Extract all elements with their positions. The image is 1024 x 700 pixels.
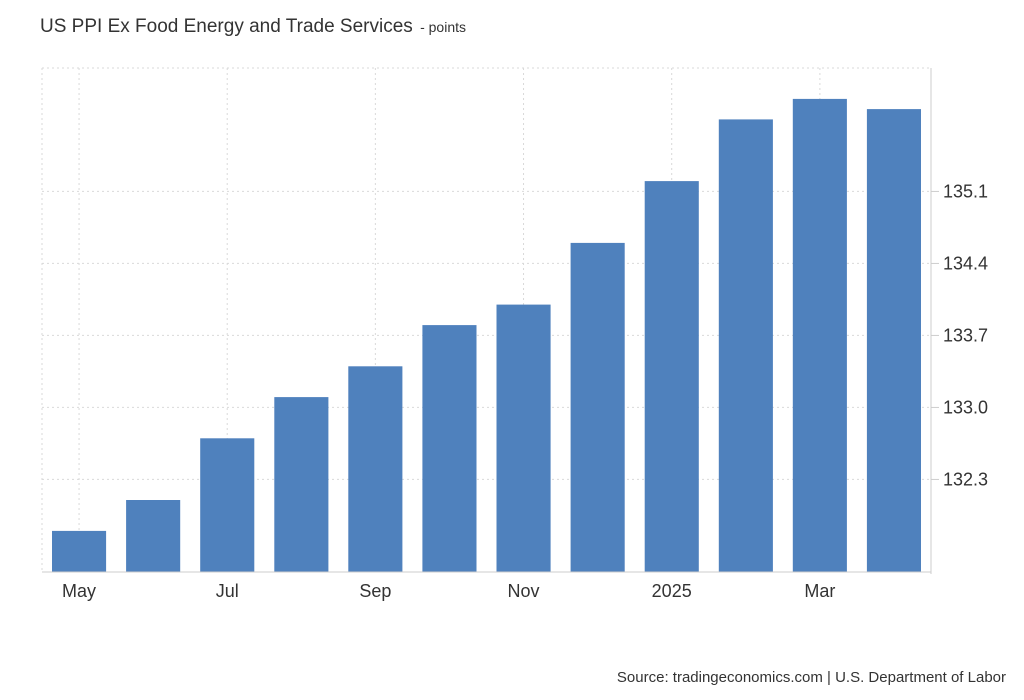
bars [52, 98, 921, 573]
y-tick-label: 132.3 [943, 469, 988, 489]
bar-2025[interactable] [644, 181, 699, 572]
bar-dec[interactable] [570, 242, 625, 572]
x-tick-label: Sep [359, 581, 391, 601]
x-tick-label: 2025 [652, 581, 692, 601]
tick-labels: 132.3 133.0 133.7 134.4 135.1 May Jul Sep Nov 202… [62, 181, 988, 601]
y-tick-label: 133.0 [943, 397, 988, 417]
chart-subtitle: - points [420, 19, 466, 35]
bar-feb[interactable] [718, 119, 773, 573]
x-tick-label: Jul [216, 581, 239, 601]
bar-mar[interactable] [792, 98, 847, 573]
axes [42, 68, 939, 574]
y-tick-label: 135.1 [943, 181, 988, 201]
y-tick-label: 133.7 [943, 325, 988, 345]
bar-nov[interactable] [496, 304, 551, 572]
y-tick-label: 134.4 [943, 253, 988, 273]
chart-title: US PPI Ex Food Energy and Trade Services… [40, 16, 466, 38]
x-tick-label: Mar [804, 581, 835, 601]
bar-apr[interactable] [866, 109, 921, 572]
x-tick-label: Nov [508, 581, 540, 601]
bar-jun[interactable] [126, 500, 181, 572]
bar-may[interactable] [52, 530, 107, 572]
chart-title-text: US PPI Ex Food Energy and Trade Services [40, 16, 413, 37]
bar-aug[interactable] [274, 397, 329, 572]
bar-oct[interactable] [422, 325, 477, 572]
bar-jul[interactable] [200, 438, 255, 572]
x-tick-label: May [62, 581, 96, 601]
bar-sep[interactable] [348, 366, 403, 572]
source-note: Source: tradingeconomics.com | U.S. Depa… [616, 669, 1006, 686]
